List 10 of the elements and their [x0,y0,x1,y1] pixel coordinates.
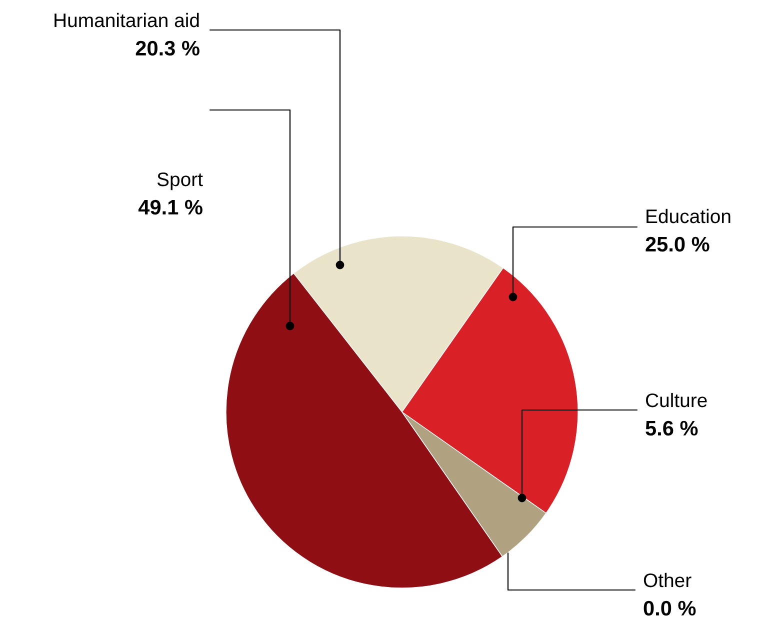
slice-label: Education [646,208,730,224]
slice-label: Humanitarian aid [54,12,199,28]
data-label: 49.1 % [138,200,202,215]
data-label: 20.3 % [136,40,200,56]
data-label: 5.6 % [646,420,698,436]
category-label: Other [644,572,692,588]
slice-label: Culture [646,392,707,408]
data-label: 25.0 % [646,236,710,252]
text: 0.0 % [644,600,696,616]
slice-label: Sport [157,172,203,190]
